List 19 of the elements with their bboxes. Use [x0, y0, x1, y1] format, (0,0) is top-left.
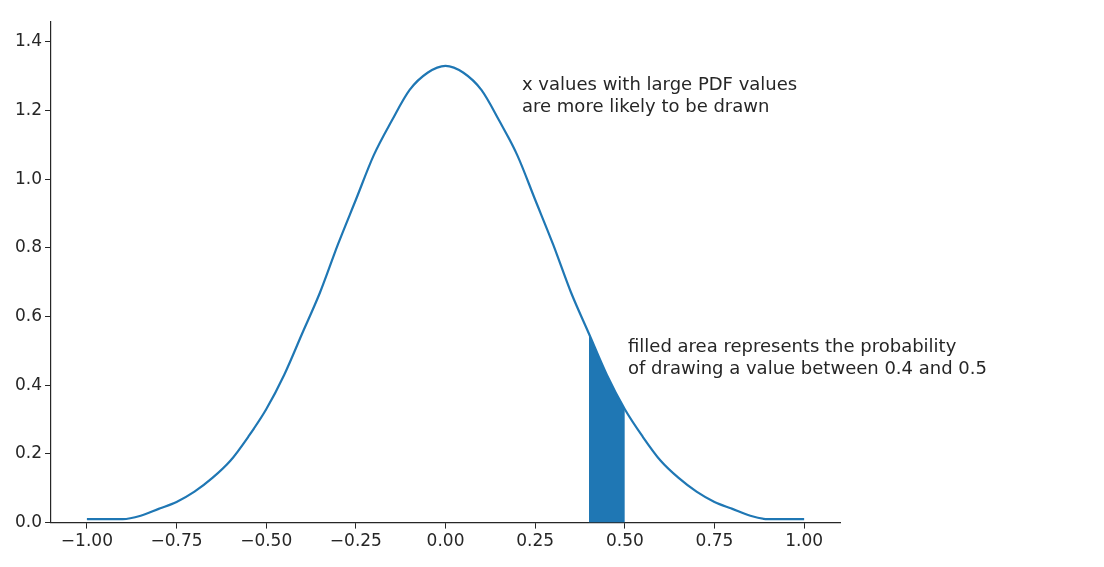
y-tick-label: 0.2 — [14, 442, 43, 463]
y-tick-label: 1.0 — [14, 167, 43, 188]
x-tick-label: −0.25 — [329, 530, 382, 551]
x-tick-label: 1.00 — [785, 530, 824, 551]
x-tick-label: −1.00 — [60, 530, 113, 551]
y-tick-label: 1.4 — [14, 30, 43, 51]
y-tick-label: 0.8 — [14, 236, 43, 257]
x-tick-label: 0.50 — [605, 530, 644, 551]
x-tick-label: 0.75 — [695, 530, 734, 551]
x-tick-label: −0.50 — [240, 530, 293, 551]
x-tick-label: 0.25 — [516, 530, 555, 551]
annotation: filled area represents the probability of drawing a value between 0.4 and 0.5 — [628, 334, 987, 378]
x-tick-label: −0.75 — [150, 530, 203, 551]
y-tick-label: 0.4 — [14, 373, 43, 394]
x-tick-label: 0.00 — [426, 530, 465, 551]
y-tick-label: 1.2 — [14, 98, 43, 119]
annotation: x values with large PDF values are more likely to be drawn — [522, 72, 798, 116]
y-tick-label: 0.6 — [14, 304, 43, 325]
y-tick-label: 0.0 — [14, 511, 43, 532]
